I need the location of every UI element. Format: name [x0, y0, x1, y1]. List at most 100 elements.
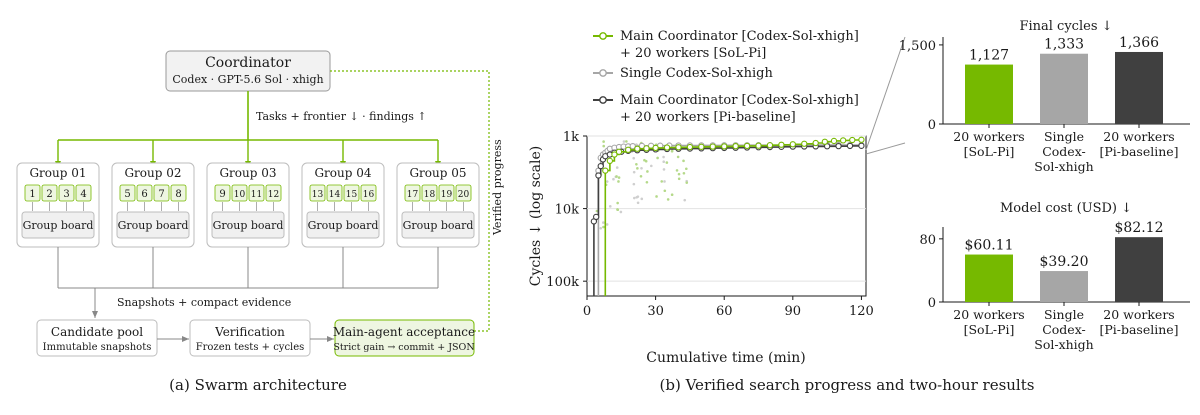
line-chart-y-label: Cycles ↓ (log scale): [528, 146, 544, 286]
candidate-dot: [617, 176, 621, 179]
model-cost-title: Model cost (USD) ↓: [1000, 201, 1132, 216]
candidate-dot: [676, 155, 680, 159]
series-point: [698, 143, 705, 150]
worker-box: [75, 184, 92, 202]
model-cost-bar: [965, 254, 1013, 302]
worker-label: 19: [441, 190, 453, 200]
candidate-dot: [612, 177, 615, 181]
worker-label: 5: [124, 189, 130, 200]
candidate-dot: [625, 140, 628, 143]
final-cycles-title: Final cycles ↓: [1019, 19, 1112, 34]
worker-box: [119, 184, 136, 202]
group-title: Group 02: [124, 166, 181, 180]
zoom-connector-top: [865, 36, 906, 151]
final-cycles-bar: [1115, 51, 1163, 124]
verification-title: Verification: [214, 325, 285, 339]
candidate-dot: [599, 226, 603, 230]
worker-label: 14: [329, 190, 341, 200]
worker-box: [455, 184, 472, 202]
legend-swatch-marker: [599, 32, 607, 40]
worker-box: [309, 184, 326, 202]
worker-label: 11: [251, 190, 262, 200]
panel-b: Main Coordinator [Codex-Sol-xhigh] + 20 w…: [528, 29, 1034, 394]
final-cycles-category-label: [SoL-Pi]: [964, 144, 1015, 159]
worker-label: 2: [46, 189, 52, 200]
model-cost-bar: [1115, 237, 1163, 302]
candidate-dot: [685, 181, 689, 184]
model-cost-category-label: Sol-xhigh: [1034, 337, 1093, 352]
series-point: [721, 143, 728, 150]
series-point: [858, 142, 865, 149]
group-board-label: Group board: [23, 219, 94, 232]
series-point: [595, 172, 602, 179]
worker-box: [265, 184, 282, 202]
worker-label: 18: [424, 190, 436, 200]
series-point: [686, 143, 694, 151]
series-point: [830, 137, 838, 145]
candidate-dot: [605, 180, 609, 183]
worker-label: 10: [234, 190, 246, 200]
candidate-dot: [656, 156, 659, 160]
final-cycles-category-label: 20 workers: [1103, 129, 1174, 144]
worker-box: [136, 184, 153, 202]
candidate-dot: [655, 195, 658, 198]
series-point: [625, 146, 632, 153]
y-tick-label: 100k: [546, 275, 579, 290]
line-chart-x-ticks: 0 30 60 90 120: [583, 296, 874, 319]
coordinator-title: Coordinator: [205, 55, 291, 71]
worker-box: [248, 184, 265, 202]
candidate-dot: [636, 201, 640, 205]
worker-label: 20: [458, 190, 470, 200]
worker-label: 8: [175, 189, 181, 200]
group-board-box: [116, 211, 190, 239]
worker-box: [58, 184, 75, 202]
legend-label-line2: + 20 workers [SoL-Pi]: [620, 46, 766, 61]
series-point: [789, 141, 796, 148]
tasks-frontier-label: Tasks + frontier ↓ · findings ↑: [256, 110, 427, 123]
series-point: [602, 167, 609, 174]
model-cost-category-label: Single: [1044, 307, 1084, 322]
series-point: [812, 139, 819, 147]
legend-swatch-marker: [599, 96, 607, 104]
series-line: [604, 139, 863, 296]
legend-swatch-marker: [599, 69, 607, 77]
x-tick-label: 0: [583, 304, 591, 319]
series-point: [652, 144, 659, 152]
final-cycles-bar: [1040, 53, 1088, 124]
candidate-dot: [677, 172, 681, 176]
worker-label: 13: [312, 190, 324, 200]
worker-box: [214, 184, 231, 202]
candidate-pool-title: Candidate pool: [51, 325, 143, 339]
candidate-dot: [636, 167, 639, 170]
final-cycles-value-label: 1,333: [1044, 37, 1084, 53]
worker-box: [326, 184, 343, 202]
x-tick-label: 30: [647, 304, 664, 319]
series-point: [839, 137, 847, 144]
candidate-dot: [602, 140, 605, 143]
candidate-dot: [682, 171, 686, 175]
verified-progress-label: Verified progress: [491, 139, 504, 236]
group-board-label: Group board: [213, 219, 284, 232]
acceptance-subtitle: Strict gain → commit + JSON: [333, 342, 474, 353]
worker-label: 1: [29, 189, 35, 200]
candidate-dot: [615, 166, 619, 169]
worker-label: 17: [407, 190, 419, 200]
x-tick-label: 90: [785, 304, 802, 319]
panel-a: Coordinator Codex · GPT-5.6 Sol · xhigh …: [16, 50, 504, 394]
panel-b-caption: (b) Verified search progress and two-hou…: [660, 376, 1035, 394]
model-cost-y-tick-label: 0: [928, 296, 936, 311]
worker-label: 9: [219, 189, 225, 200]
group-board-box: [306, 211, 380, 239]
worker-label: 7: [158, 189, 164, 200]
line-chart-grid: [587, 135, 866, 282]
candidate-dot: [595, 209, 599, 213]
candidate-dot: [643, 158, 646, 162]
candidate-dot: [640, 166, 643, 170]
group-title: Group 05: [409, 166, 466, 180]
candidate-dot: [660, 180, 664, 183]
series-point: [615, 148, 623, 155]
candidate-dot: [633, 196, 636, 200]
candidate-dot: [645, 180, 649, 184]
worker-label: 4: [80, 189, 86, 200]
snapshots-label: Snapshots + compact evidence: [117, 296, 291, 309]
